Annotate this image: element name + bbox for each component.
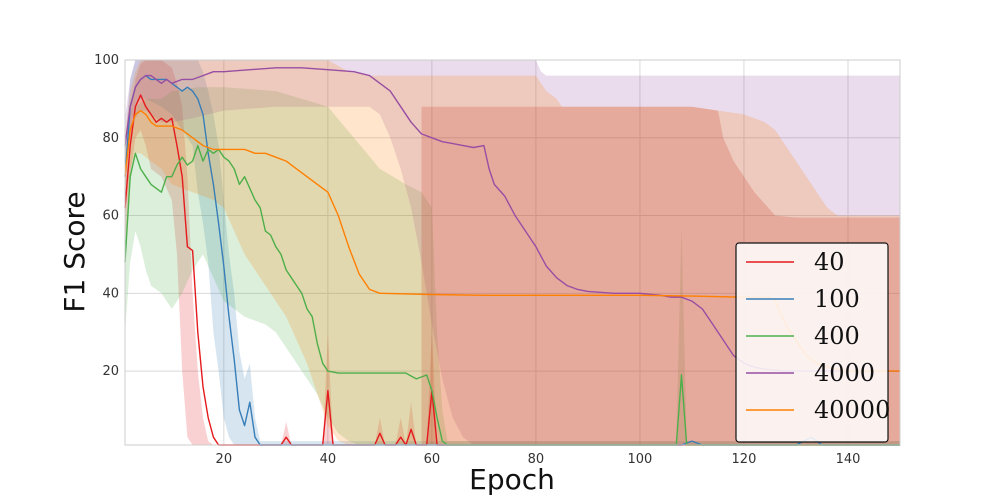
x-axis-label: Epoch xyxy=(469,463,555,496)
confidence-band-4000 xyxy=(125,60,900,445)
series-line-400 xyxy=(124,144,900,446)
legend-label-4000: 4000 xyxy=(814,359,875,387)
plot-frame xyxy=(124,59,901,446)
x-tick-label: 80 xyxy=(528,452,545,467)
legend: 40 100 400 4000 40000 xyxy=(735,242,890,443)
x-tick-label: 140 xyxy=(836,452,861,467)
y-tick-label: 80 xyxy=(102,131,119,146)
legend-label-40: 40 xyxy=(814,248,845,276)
series-line-4000 xyxy=(124,67,900,372)
grid xyxy=(125,59,900,445)
x-tick-label: 100 xyxy=(628,452,653,467)
x-tick-label: 60 xyxy=(424,452,441,467)
y-tick-label: 40 xyxy=(102,286,119,301)
x-tick-label: 20 xyxy=(216,452,233,467)
y-axis-label: F1 Score xyxy=(58,191,91,312)
legend-label-100: 100 xyxy=(814,285,860,313)
y-tick-label: 20 xyxy=(102,364,119,379)
tick-labels: 20 40 60 80 100 120 140 20 40 60 80 100 xyxy=(94,53,860,467)
confidence-band-400 xyxy=(125,87,900,445)
legend-label-400: 400 xyxy=(814,322,860,350)
legend-label-40000: 40000 xyxy=(814,396,890,424)
x-tick-label: 40 xyxy=(320,452,337,467)
y-tick-label: 60 xyxy=(102,209,119,224)
confidence-band-100 xyxy=(125,60,900,445)
legend-box xyxy=(735,242,889,443)
y-tick-label: 100 xyxy=(94,53,119,68)
x-tick-label: 120 xyxy=(732,452,757,467)
